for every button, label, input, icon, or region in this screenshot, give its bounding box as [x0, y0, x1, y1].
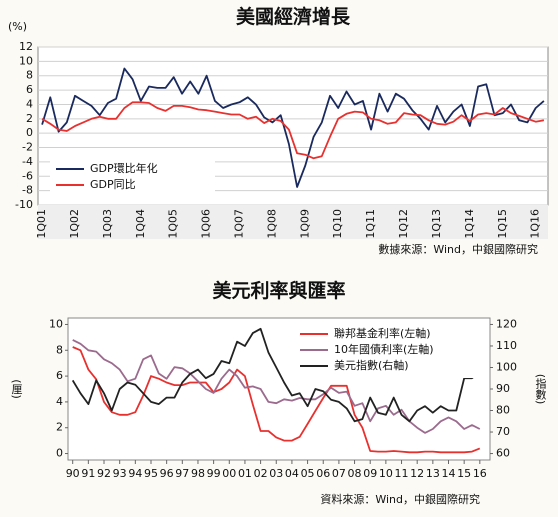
- y2-tick-label: 100: [496, 360, 517, 373]
- y-tick-label: 10: [19, 54, 33, 67]
- x-tick-label: 00: [222, 467, 236, 480]
- legend-label: GDP環比年化: [90, 161, 158, 175]
- x-tick-label: 04: [285, 467, 299, 480]
- y-tick-label: 4: [26, 97, 33, 110]
- x-tick-label: 99: [207, 467, 221, 480]
- x-tick-label: 14: [442, 467, 456, 480]
- legend-label: 美元指數(右軸): [334, 358, 409, 372]
- y-tick-label: 10: [49, 317, 63, 330]
- x-tick-label: 1Q08: [265, 209, 278, 239]
- y2-tick-label: 70: [496, 425, 510, 438]
- y-tick-label: 8: [26, 69, 33, 82]
- y2-tick-label: 120: [496, 317, 517, 330]
- x-tick-label: 97: [175, 467, 189, 480]
- x-tick-label: 10: [379, 467, 393, 480]
- x-tick-label: 1Q07: [233, 209, 246, 239]
- y2-tick-label: 60: [496, 447, 510, 460]
- source-note: 資料來源：Wind，中銀國際研究: [320, 492, 480, 506]
- legend-label: 10年國債利率(左軸): [334, 342, 434, 356]
- y-tick-label: 6: [56, 369, 63, 382]
- x-tick-label: 13: [426, 467, 440, 480]
- x-tick-label: 11: [395, 467, 409, 480]
- data-line: [72, 339, 481, 434]
- y-axis-label: (%): [8, 20, 27, 33]
- chart-title: 美國經濟增長: [236, 5, 351, 28]
- x-tick-label: 1Q10: [331, 209, 344, 239]
- y-axis-label: (厘): [10, 379, 23, 399]
- x-label-band: [38, 205, 548, 239]
- x-tick-label: 09: [363, 467, 377, 480]
- y-tick-label: -6: [22, 169, 33, 182]
- y-tick-label: 4: [56, 395, 63, 408]
- x-tick-label: 1Q05: [167, 209, 180, 239]
- x-tick-label: 02: [254, 467, 268, 480]
- x-tick-label: 1Q09: [298, 209, 311, 239]
- x-tick-label: 95: [144, 467, 158, 480]
- x-tick-label: 91: [81, 467, 95, 480]
- legend-label: 聯邦基金利率(左軸): [334, 326, 431, 340]
- y2-axis-label: (指數): [534, 374, 547, 405]
- x-tick-label: 01: [238, 467, 252, 480]
- x-tick-label: 1Q02: [68, 209, 81, 239]
- y2-tick-label: 90: [496, 382, 510, 395]
- x-tick-label: 96: [160, 467, 174, 480]
- x-tick-label: 1Q14: [463, 209, 476, 239]
- x-tick-label: 15: [457, 467, 471, 480]
- y-tick-label: 2: [56, 421, 63, 434]
- x-tick-label: 92: [97, 467, 111, 480]
- y-tick-label: -10: [15, 198, 33, 211]
- y2-tick-label: 80: [496, 404, 510, 417]
- data-line: [71, 327, 481, 423]
- x-tick-label: 07: [332, 467, 346, 480]
- y-tick-label: -4: [22, 155, 33, 168]
- y-tick-label: 8: [56, 343, 63, 356]
- x-tick-label: 08: [348, 467, 362, 480]
- x-tick-label: 1Q06: [200, 209, 213, 239]
- legend-label: GDP同比: [90, 178, 136, 191]
- data-line: [41, 101, 545, 160]
- y-tick-label: -2: [22, 141, 33, 154]
- x-tick-label: 1Q12: [397, 209, 410, 239]
- x-tick-label: 93: [113, 467, 127, 480]
- x-tick-label: 1Q03: [101, 209, 114, 239]
- x-tick-label: 1Q16: [529, 209, 542, 239]
- x-tick-label: 1Q04: [134, 209, 147, 239]
- source-note: 數據來源：Wind，中銀國際研究: [378, 242, 538, 256]
- x-tick-label: 1Q13: [430, 209, 443, 239]
- x-tick-label: 06: [316, 467, 330, 480]
- y-tick-label: 6: [26, 83, 33, 96]
- chart-title: 美元利率與匯率: [212, 279, 345, 302]
- x-tick-label: 03: [269, 467, 283, 480]
- y-tick-label: 2: [26, 112, 33, 125]
- y2-tick-label: 110: [496, 339, 517, 352]
- y-tick-label: 12: [19, 40, 33, 53]
- y-tick-label: 0: [56, 447, 63, 460]
- data-line: [41, 67, 545, 188]
- x-tick-label: 1Q11: [364, 209, 377, 239]
- data-line: [72, 346, 481, 454]
- y-tick-label: 0: [26, 126, 33, 139]
- x-tick-label: 98: [191, 467, 205, 480]
- x-tick-label: 16: [473, 467, 487, 480]
- x-tick-label: 05: [301, 467, 315, 480]
- x-tick-label: 1Q01: [35, 209, 48, 239]
- x-tick-label: 1Q15: [496, 209, 509, 239]
- x-tick-label: 94: [128, 467, 142, 480]
- x-tick-label: 90: [66, 467, 80, 480]
- y-tick-label: -8: [22, 184, 33, 197]
- x-tick-label: 12: [410, 467, 424, 480]
- legend-box: [50, 157, 215, 197]
